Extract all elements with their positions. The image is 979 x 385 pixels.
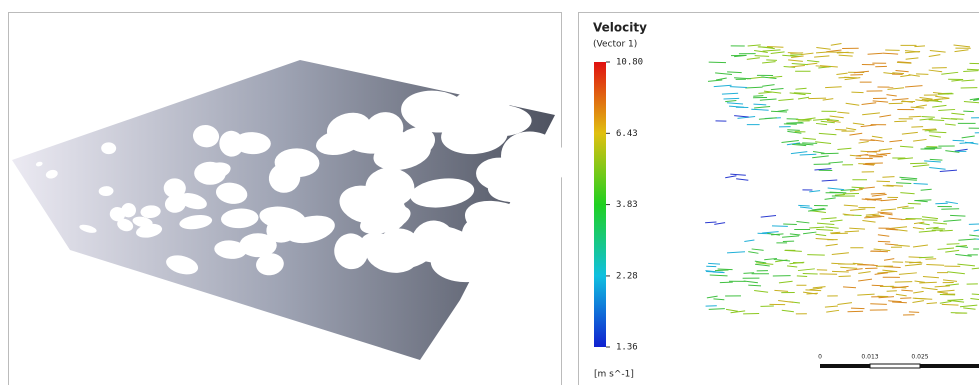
scale-label: 0.025 <box>911 354 928 361</box>
velocity-vector <box>832 271 849 272</box>
velocity-vector <box>797 276 807 277</box>
velocity-vector <box>798 205 809 206</box>
velocity-vector <box>947 244 960 245</box>
colorbar <box>594 62 606 347</box>
velocity-vector <box>908 203 921 204</box>
scale-bar <box>820 364 979 368</box>
velocity-vector <box>969 224 979 225</box>
velocity-vector <box>706 272 723 273</box>
velocity-vector <box>724 98 740 99</box>
velocity-vector <box>727 72 742 73</box>
velocity-vector <box>924 147 937 148</box>
velocity-vector <box>715 270 729 271</box>
figure: Velocity (Vector 1) 10.80 6.43 3.83 2.28 1.3… <box>0 0 979 385</box>
velocity-vector <box>787 130 800 131</box>
scale-segment <box>920 364 979 368</box>
velocity-vector <box>803 273 818 274</box>
right-panel <box>579 13 979 385</box>
scale-label: 0 <box>818 354 822 361</box>
legend-title: Velocity <box>593 21 647 35</box>
colorbar-tick-label: 2.28 <box>616 271 638 281</box>
velocity-vector <box>933 229 945 230</box>
legend-subtitle: (Vector 1) <box>593 40 637 50</box>
scale-segment <box>870 364 920 368</box>
velocity-vector <box>772 226 788 227</box>
velocity-vector <box>872 285 884 286</box>
colorbar-tick-label: 3.83 <box>616 200 638 210</box>
velocity-vector <box>886 229 898 230</box>
velocity-vector <box>911 127 923 128</box>
velocity-vector <box>921 116 934 117</box>
velocity-vector <box>835 194 845 195</box>
velocity-vector <box>892 302 907 303</box>
velocity-vector <box>882 177 894 178</box>
velocity-vector <box>718 269 733 270</box>
colorbar-tick-label: 1.36 <box>616 343 638 353</box>
velocity-vector <box>895 282 912 283</box>
scale-label: 0.013 <box>861 354 878 361</box>
scale-segment <box>820 364 870 368</box>
velocity-vector <box>852 187 865 188</box>
velocity-vector <box>743 273 754 274</box>
velocity-vector <box>870 304 887 305</box>
velocity-vector <box>709 62 726 63</box>
legend-unit: [m s^-1] <box>594 370 634 380</box>
colorbar-tick-label: 10.80 <box>616 58 643 68</box>
velocity-vector <box>922 100 935 101</box>
velocity-vector <box>766 60 777 61</box>
velocity-vector <box>839 276 851 277</box>
velocity-vector <box>753 96 763 97</box>
colorbar-tick-label: 6.43 <box>616 129 638 139</box>
velocity-vector <box>786 122 802 123</box>
velocity-vector <box>790 55 802 56</box>
velocity-vector <box>950 215 965 216</box>
velocity-vector <box>935 203 947 204</box>
velocity-vector <box>808 98 826 99</box>
velocity-vector <box>805 290 821 291</box>
velocity-vector <box>865 163 883 164</box>
